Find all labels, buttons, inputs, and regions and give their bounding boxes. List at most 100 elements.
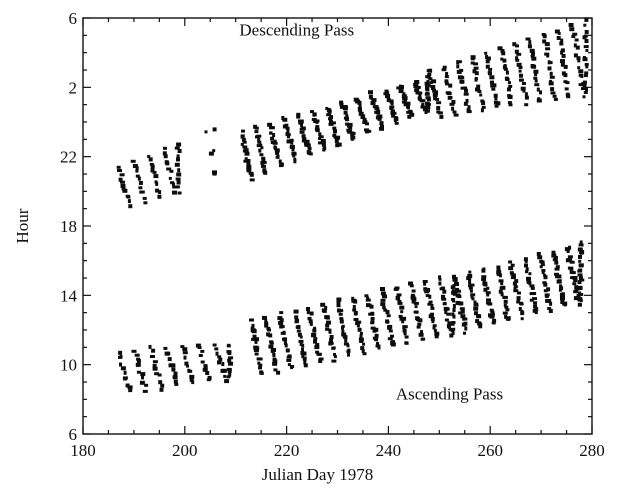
descending-pass-point — [451, 100, 456, 104]
descending-pass-point — [421, 102, 425, 107]
descending-pass-point — [479, 93, 483, 97]
ascending-pass-point — [301, 354, 305, 359]
ascending-pass-point — [141, 375, 144, 380]
descending-pass-point — [175, 185, 180, 189]
descending-pass-point — [127, 199, 131, 204]
ascending-pass-point — [418, 332, 424, 337]
descending-pass-point — [307, 147, 312, 151]
ascending-pass-point — [370, 320, 375, 324]
descending-pass-point — [552, 94, 557, 98]
ascending-pass-point — [573, 279, 578, 283]
descending-pass-point — [475, 87, 480, 92]
descending-pass-point — [416, 85, 421, 89]
descending-pass-point — [560, 62, 565, 67]
descending-pass-point — [427, 72, 432, 76]
descending-pass-point — [343, 110, 348, 115]
ascending-pass-point — [217, 355, 222, 359]
ascending-pass-point — [482, 267, 486, 271]
descending-pass-point — [573, 53, 578, 58]
ascending-pass-point — [344, 338, 348, 343]
ascending-pass-point — [572, 282, 577, 286]
y-tick-label: 10 — [60, 356, 77, 375]
descending-pass-point — [563, 80, 568, 84]
descending-pass-point — [453, 113, 459, 117]
ascending-pass-point — [428, 294, 432, 299]
descending-pass-point — [549, 75, 555, 79]
ascending-pass-point — [517, 291, 521, 295]
descending-pass-point — [488, 67, 493, 71]
descending-pass-point — [150, 164, 155, 169]
descending-pass-point — [476, 84, 481, 88]
ascending-pass-point — [203, 364, 208, 368]
descending-pass-point — [484, 51, 488, 55]
ascending-pass-point — [514, 279, 519, 284]
descending-pass-point — [242, 149, 248, 153]
descending-pass-point — [292, 154, 296, 158]
ascending-pass-point — [547, 307, 552, 310]
ascending-pass-point — [258, 366, 262, 370]
ascending-pass-point — [386, 314, 391, 318]
descending-pass-point — [272, 133, 276, 137]
ascending-pass-point — [173, 371, 178, 376]
descending-pass-point — [163, 146, 167, 150]
ascending-pass-point — [357, 327, 362, 332]
ascending-pass-point — [380, 298, 386, 302]
ascending-pass-point — [127, 385, 133, 390]
ascending-pass-point — [264, 323, 269, 328]
ascending-pass-point — [336, 297, 342, 302]
descending-pass-point — [575, 45, 580, 50]
ascending-pass-point — [200, 349, 205, 353]
ascending-pass-point — [182, 351, 188, 355]
descending-pass-point — [465, 98, 469, 103]
descending-pass-point — [325, 107, 329, 110]
ascending-pass-point — [486, 298, 491, 302]
descending-pass-point — [301, 134, 306, 139]
descending-pass-point — [347, 122, 353, 127]
descending-pass-point — [577, 58, 581, 63]
descending-pass-point — [261, 156, 266, 160]
descending-pass-point — [409, 112, 415, 117]
descending-pass-point — [279, 164, 283, 168]
ascending-pass-point — [386, 320, 390, 324]
ascending-pass-point — [539, 265, 543, 269]
descending-pass-point — [267, 122, 273, 127]
ascending-pass-point — [551, 250, 556, 254]
ascending-pass-point — [401, 319, 405, 324]
descending-pass-point — [168, 176, 172, 180]
descending-pass-point — [318, 132, 322, 136]
ascending-pass-point — [200, 360, 205, 364]
descending-pass-point — [246, 164, 252, 169]
ascending-pass-point — [355, 321, 360, 326]
ascending-pass-point — [505, 308, 510, 312]
ascending-pass-point — [560, 296, 565, 301]
ascending-pass-point — [139, 380, 145, 385]
descending-pass-point — [507, 87, 511, 92]
ascending-pass-point — [374, 333, 379, 338]
descending-pass-point — [342, 105, 348, 109]
descending-pass-point — [293, 159, 297, 164]
descending-pass-point — [519, 73, 523, 78]
descending-pass-point — [442, 65, 447, 69]
descending-pass-point — [518, 69, 522, 73]
ascending-pass-point — [452, 277, 457, 282]
ascending-pass-point — [423, 282, 427, 286]
ascending-pass-point — [473, 300, 477, 305]
ascending-pass-point — [578, 291, 581, 296]
ascending-pass-point — [329, 338, 333, 343]
ascending-pass-point — [579, 250, 585, 254]
descending-pass-point — [516, 52, 522, 56]
ascending-pass-point — [481, 277, 487, 281]
ascending-pass-point — [409, 284, 414, 288]
ascending-pass-point — [579, 240, 583, 244]
descending-pass-point — [130, 159, 136, 163]
descending-pass-point — [577, 66, 581, 70]
ascending-pass-point — [173, 379, 178, 384]
ascending-pass-point — [347, 352, 350, 357]
ascending-pass-point — [251, 323, 255, 328]
ascending-pass-point — [336, 301, 341, 306]
descending-pass-point — [139, 190, 144, 194]
ascending-pass-point — [434, 334, 439, 339]
ascending-pass-point — [180, 345, 185, 349]
descending-pass-point — [135, 174, 140, 178]
ascending-pass-point — [227, 369, 232, 374]
